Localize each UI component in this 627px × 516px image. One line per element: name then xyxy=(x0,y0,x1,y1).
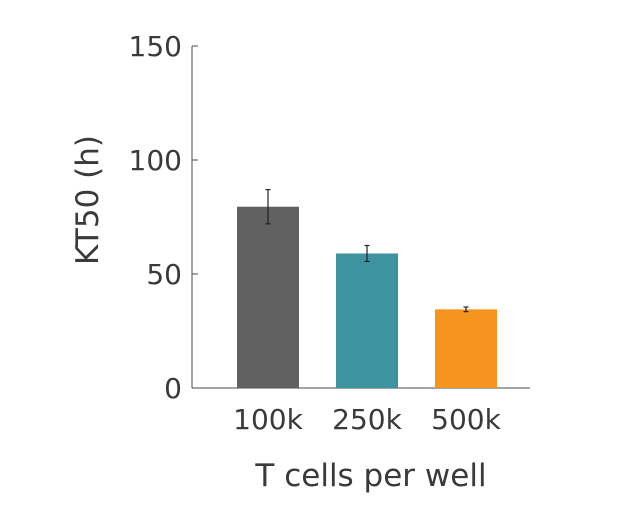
x-axis-label: T cells per well xyxy=(254,458,486,494)
bar-100k xyxy=(237,206,299,388)
bar-250k xyxy=(336,253,398,388)
x-tick-labels: 100k 250k 500k xyxy=(233,403,501,436)
y-tick-label: 0 xyxy=(164,372,182,405)
bars xyxy=(237,206,497,388)
x-tick-label-100k: 100k xyxy=(233,403,303,436)
y-axis-label: KT50 (h) xyxy=(70,135,106,265)
y-tick-label: 150 xyxy=(129,30,182,63)
x-tick-label-250k: 250k xyxy=(332,403,402,436)
y-tick-label: 100 xyxy=(129,144,182,177)
y-ticks: 0 50 100 150 xyxy=(129,30,198,405)
y-tick-label: 50 xyxy=(146,258,182,291)
bar-500k xyxy=(435,309,497,388)
error-bars xyxy=(265,189,469,313)
x-tick-label-500k: 500k xyxy=(431,403,501,436)
